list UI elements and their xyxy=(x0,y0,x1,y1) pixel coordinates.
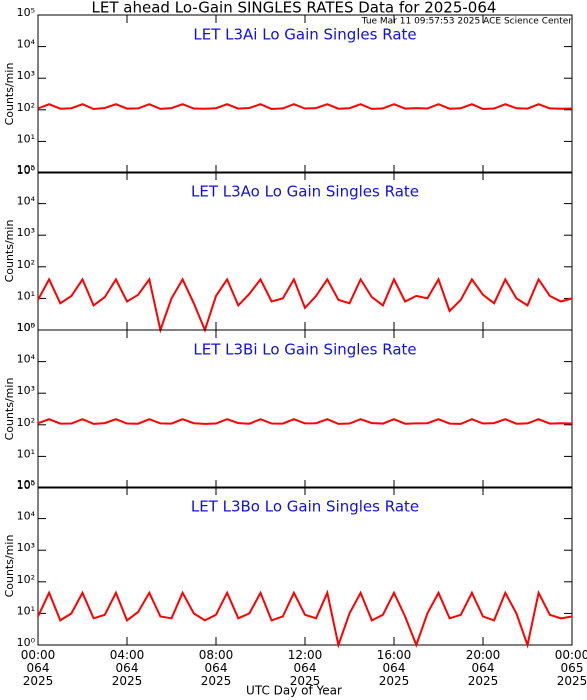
x-tick-label-line: 064 xyxy=(472,661,495,675)
x-tick-label-line: 16:00 xyxy=(377,648,412,662)
x-tick-label: 12:00 064 2025 xyxy=(288,648,323,688)
y-tick-label: 10⁵ xyxy=(17,6,35,19)
x-tick-label-line: 08:00 xyxy=(199,648,234,662)
y-tick-label: 10⁰ xyxy=(17,164,36,177)
x-tick-label-line: 2025 xyxy=(112,674,143,688)
x-tick-label: 20:00 064 2025 xyxy=(466,648,501,688)
y-tick-label: 10¹ xyxy=(17,289,35,302)
data-line xyxy=(37,589,573,649)
x-tick-label-line: 00:00 xyxy=(21,648,56,662)
y-tick-label: 10⁴ xyxy=(17,510,36,523)
y-axis-label: Counts/min xyxy=(3,63,16,126)
data-line xyxy=(37,418,573,425)
x-tick-label-line: 064 xyxy=(116,661,139,675)
y-tick-label: 10⁵ xyxy=(17,478,35,491)
x-tick-label: 00:00 064 2025 xyxy=(21,648,56,688)
y-tick-label: 10⁰ xyxy=(17,479,36,492)
y-tick-label: 10¹ xyxy=(17,447,35,460)
y-tick-label: 10² xyxy=(17,416,35,429)
x-tick-label-line: 064 xyxy=(27,661,50,675)
y-tick-label: 10⁰ xyxy=(17,636,36,649)
panel-title: LET L3Ai Lo Gain Singles Rate xyxy=(193,26,416,44)
x-tick-label-line: 064 xyxy=(205,661,228,675)
y-tick-label: 10⁵ xyxy=(17,321,35,334)
data-line xyxy=(37,103,573,111)
x-tick-label-line: 2025 xyxy=(290,674,321,688)
y-axis-label: Counts/min xyxy=(3,378,16,441)
y-tick-label: 10³ xyxy=(17,226,35,239)
x-axis-label: UTC Day of Year xyxy=(246,684,342,698)
x-tick-label: 16:00 064 2025 xyxy=(377,648,412,688)
x-tick-label: 08:00 064 2025 xyxy=(199,648,234,688)
y-tick-label: 10³ xyxy=(17,384,35,397)
y-tick-label: 10⁴ xyxy=(17,353,36,366)
panel-title: LET L3Ao Lo Gain Singles Rate xyxy=(191,183,419,201)
y-tick-label: 10² xyxy=(17,101,35,114)
x-tick-label-line: 2025 xyxy=(468,674,499,688)
data-line xyxy=(37,277,573,334)
x-tick-label-line: 20:00 xyxy=(466,648,501,662)
y-tick-label: 10³ xyxy=(17,69,35,82)
y-tick-label: 10³ xyxy=(17,541,35,554)
x-tick-label-line: 2025 xyxy=(557,674,587,688)
panel-title: LET L3Bo Lo Gain Singles Rate xyxy=(191,498,419,516)
y-tick-label: 10² xyxy=(17,573,35,586)
chart-title: LET ahead Lo-Gain SINGLES RATES Data for… xyxy=(92,0,497,17)
x-tick-label-line: 2025 xyxy=(23,674,54,688)
x-tick-label-line: 12:00 xyxy=(288,648,323,662)
y-tick-label: 10⁴ xyxy=(17,38,36,51)
x-tick-label-line: 2025 xyxy=(201,674,232,688)
y-axis-label: Counts/min xyxy=(3,220,16,283)
panel-title: LET L3Bi Lo Gain Singles Rate xyxy=(193,341,416,359)
y-axis-label: Counts/min xyxy=(3,535,16,598)
y-tick-label: 10⁴ xyxy=(17,195,36,208)
x-tick-label-line: 04:00 xyxy=(110,648,145,662)
y-tick-label: 10² xyxy=(17,258,35,271)
y-tick-label: 10⁵ xyxy=(17,163,35,176)
x-tick-label-line: 064 xyxy=(383,661,406,675)
x-tick-label-line: 00:00 xyxy=(555,648,587,662)
x-tick-label: 04:00 064 2025 xyxy=(110,648,145,688)
y-tick-label: 10¹ xyxy=(17,604,35,617)
x-tick-label-line: 065 xyxy=(561,661,584,675)
y-tick-label: 10¹ xyxy=(17,132,35,145)
chart-subtitle: Tue Mar 11 09:57:53 2025 ACE Science Cen… xyxy=(361,17,573,27)
x-tick-label-line: 2025 xyxy=(379,674,410,688)
x-tick-label-line: 064 xyxy=(294,661,317,675)
y-tick-label: 10⁰ xyxy=(17,321,36,334)
x-tick-label: 00:00 065 2025 xyxy=(555,648,587,688)
